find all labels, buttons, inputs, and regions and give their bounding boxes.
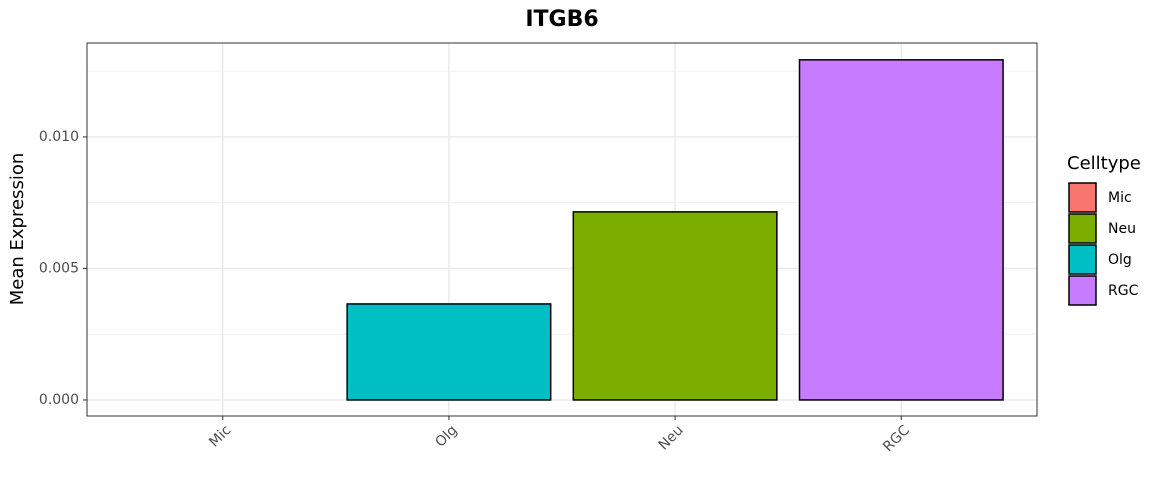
x-tick-label: Neu	[656, 422, 687, 453]
y-axis-label: Mean Expression	[7, 153, 28, 305]
chart-title: ITGB6	[525, 7, 598, 32]
legend-label: Mic	[1108, 190, 1132, 206]
legend-label: Neu	[1108, 221, 1136, 237]
legend-key	[1068, 213, 1097, 244]
bar	[572, 211, 778, 401]
y-tick-label: 0.005	[39, 260, 79, 276]
x-tick-label: RGC	[880, 422, 913, 455]
x-tick-label: Olg	[432, 422, 460, 450]
bar	[798, 59, 1004, 401]
x-tick-label: Mic	[206, 422, 234, 450]
bar	[346, 303, 552, 401]
legend-key	[1068, 244, 1097, 275]
legend-label: RGC	[1108, 283, 1139, 299]
panel-border	[86, 42, 1038, 417]
y-tick-label: 0.000	[39, 392, 79, 408]
legend-label: Olg	[1108, 252, 1132, 268]
y-tick-label: 0.010	[39, 129, 79, 145]
legend-key	[1068, 275, 1097, 306]
legend-title: Celltype	[1067, 153, 1141, 174]
legend-key	[1068, 182, 1097, 213]
